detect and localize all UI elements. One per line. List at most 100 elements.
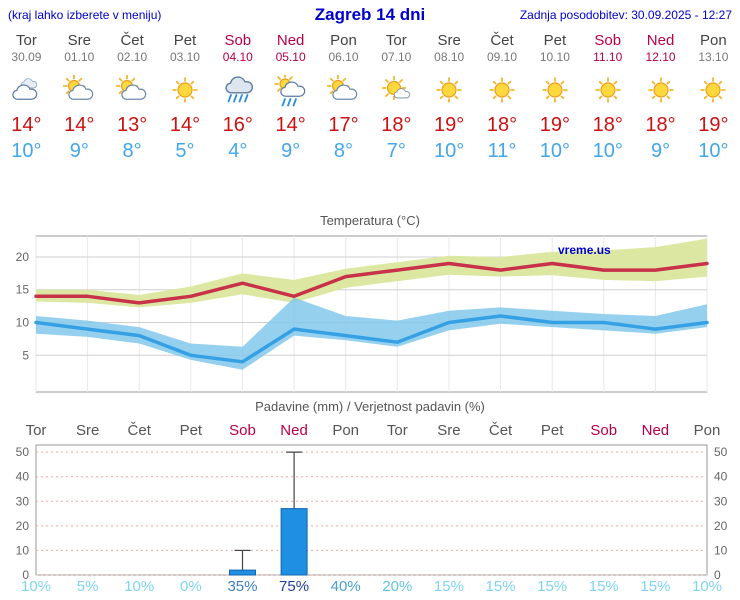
day-column: Sob 04.10 16° 4° [211, 28, 264, 163]
precip-day-label: Ned [280, 422, 308, 439]
sunny-icon [647, 77, 674, 103]
precip-day-label: Sre [437, 422, 461, 439]
low-temp: 10° [539, 140, 570, 162]
precip-probability: 20% [382, 578, 413, 595]
day-name: Pon [330, 32, 357, 49]
precip-probability: 10% [20, 578, 52, 595]
precip-probability: 15% [485, 578, 516, 595]
day-date: 13.10 [698, 50, 729, 64]
day-column: Sob 11.10 18° 10° [581, 28, 634, 163]
day-name: Pet [543, 32, 567, 49]
precip-ytick-right: 0 [714, 568, 721, 582]
precip-day-label: Čet [127, 422, 151, 439]
mostly-sunny-icon [382, 75, 411, 101]
day-column: Tor 07.10 18° 7° [370, 28, 423, 163]
forecast-strip: Tor 30.09 14° 10° Sre 01.10 14° 9° Čet 02.10 13° 8°… [0, 28, 740, 163]
precip-day-label: Pon [332, 422, 360, 439]
day-name: Sre [67, 32, 91, 49]
high-temp: 14° [64, 114, 95, 136]
high-temp: 19° [434, 114, 465, 136]
high-temp: 18° [486, 114, 518, 136]
rain-icon [225, 76, 253, 103]
low-temp: 7° [386, 140, 406, 162]
day-name: Ned [646, 32, 675, 49]
low-temp: 11° [487, 140, 517, 162]
precip-probability: 15% [433, 578, 464, 595]
low-temp: 10° [592, 140, 623, 162]
day-name: Tor [385, 32, 407, 49]
last-updated: Zadnja posodobitev: 30.09.2025 - 12:27 [519, 8, 732, 22]
high-temp: 19° [539, 114, 570, 136]
day-date: 08.10 [434, 50, 465, 64]
watermark-link[interactable]: vreme.us [558, 243, 611, 257]
precip-probability: 15% [640, 578, 671, 595]
weather-icon-wrap [430, 75, 468, 107]
day-date: 11.10 [593, 50, 623, 64]
precip-probability: 10% [691, 578, 723, 595]
high-temp: 18° [645, 114, 676, 136]
low-temp: 9° [650, 140, 671, 162]
page-title: Zagreb 14 dni [314, 5, 426, 24]
precip-bar [280, 508, 308, 576]
temp-ytick: 5 [22, 348, 29, 362]
precip-ytick-left: 30 [16, 494, 30, 508]
weather-icon-wrap [536, 75, 574, 107]
day-column: Pon 06.10 17° 8° [317, 28, 370, 163]
low-temp: 8° [333, 140, 354, 162]
day-date: 30.09 [11, 50, 42, 64]
temp-ytick: 20 [16, 250, 30, 264]
day-column: Ned 12.10 18° 9° [634, 28, 687, 163]
high-temp: 14° [169, 114, 201, 136]
sunny-icon [700, 77, 727, 103]
weather-icon-wrap [219, 75, 257, 107]
min-temp-line [34, 314, 709, 364]
temp-ytick: 15 [16, 283, 30, 297]
precip-ytick-right: 40 [714, 470, 728, 484]
high-temp: 14° [275, 114, 306, 136]
day-name: Ned [276, 32, 305, 49]
precip-probability: 15% [588, 578, 619, 595]
precip-day-label: Tor [386, 422, 408, 439]
high-temp: 19° [698, 114, 729, 136]
low-temp: 9° [281, 140, 301, 162]
day-name: Čet [490, 32, 514, 49]
day-date: 12.10 [645, 50, 676, 64]
high-temp: 14° [11, 114, 42, 136]
precip-ytick-left: 20 [16, 519, 30, 533]
day-name: Sob [224, 32, 252, 49]
menu-hint: (kraj lahko izberete v meniju) [8, 8, 162, 22]
weather-icon-wrap [377, 75, 415, 107]
precip-ytick-left: 50 [16, 445, 30, 459]
precip-ytick-left: 0 [22, 568, 29, 582]
low-temp: 9° [69, 140, 89, 162]
low-temp: 5° [175, 140, 195, 162]
day-column: Pet 03.10 14° 5° [159, 28, 212, 163]
sunny-icon [436, 77, 462, 103]
day-name: Sob [594, 32, 622, 49]
temp-ytick: 10 [16, 316, 30, 330]
low-temp: 4° [228, 140, 248, 162]
precip-day-label: Pet [540, 422, 564, 439]
day-date: 01.10 [64, 50, 95, 64]
precip-day-label: Ned [641, 422, 670, 439]
precip-probability: 15% [537, 578, 568, 595]
precip-ytick-right: 50 [714, 445, 728, 459]
high-temp: 13° [116, 114, 148, 136]
day-name: Sre [437, 32, 461, 49]
day-column: Pet 10.10 19° 10° [528, 28, 581, 163]
day-column: Čet 09.10 18° 11° [476, 28, 529, 163]
sunny-icon [595, 77, 621, 103]
precip-day-label: Pon [693, 422, 721, 439]
weather-icon-wrap [166, 75, 204, 107]
precip-chart-title: Padavine (mm) / Verjetnost padavin (%) [255, 399, 485, 414]
weather-icon-wrap [60, 74, 98, 107]
day-name: Čet [120, 32, 144, 49]
precip-day-label: Sre [75, 422, 100, 439]
precip-chart: 0 0 10 10 20 20 30 30 40 40 50 50 [16, 444, 728, 582]
precip-probability: 10% [124, 578, 155, 595]
day-column: Sre 08.10 19° 10° [423, 28, 476, 163]
day-name: Pon [700, 32, 727, 49]
weather-icon-wrap [694, 75, 732, 107]
precip-bar [229, 569, 256, 576]
max-temp-line [34, 261, 709, 305]
